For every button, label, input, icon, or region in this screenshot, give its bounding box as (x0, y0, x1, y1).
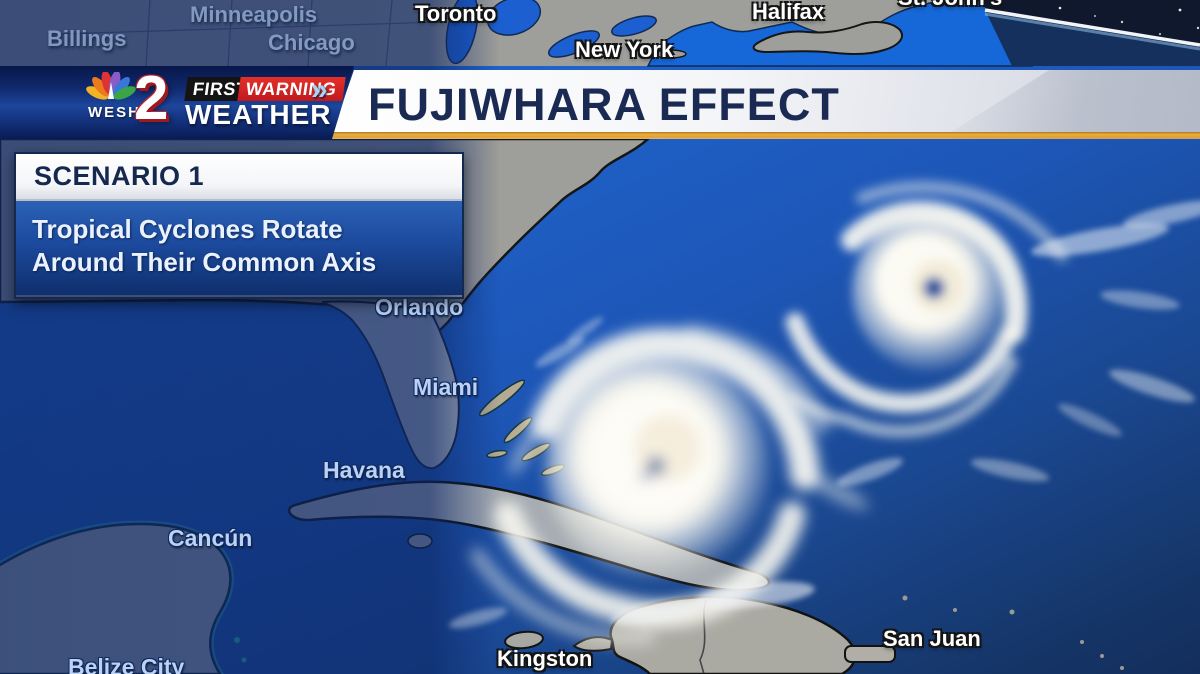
station-call-letters: WESH (88, 104, 141, 121)
station-logo-section: WESH 2 FIRST WARNING » WEATHER (0, 66, 354, 139)
hurricane-east (785, 181, 1068, 438)
city-label-billings: Billings (47, 26, 127, 51)
title-bar-shade (940, 70, 1200, 139)
nbc-peacock-icon (86, 72, 136, 102)
puerto-rico (844, 645, 896, 663)
header-bar: FUJIWHARA EFFECT WESH 2 FIRST WARNING » (0, 66, 1200, 139)
city-label-halifax: Halifax (752, 0, 825, 24)
city-label-belize-city: Belize City (68, 654, 185, 674)
city-label-toronto: Toronto (415, 1, 497, 26)
nova-scotia (752, 21, 903, 55)
atmosphere-glow (984, 12, 1200, 51)
city-label-cancun: Cancún (168, 525, 253, 551)
atmosphere-line (984, 8, 1200, 47)
scenario-panel: SCENARIO 1 Tropical Cyclones Rotate Arou… (14, 152, 464, 299)
title-bar: FUJIWHARA EFFECT (330, 70, 1200, 139)
stars (1058, 6, 1200, 36)
scenario-panel-header: SCENARIO 1 (16, 154, 462, 201)
weather-label: WEATHER (185, 99, 332, 130)
channel-number: 2 (134, 64, 169, 133)
scenario-body-line2: Around Their Common Axis (32, 247, 377, 277)
atlantic-north (646, 0, 1034, 67)
city-label-havana: Havana (323, 457, 405, 483)
city-label-orlando: Orlando (375, 294, 464, 320)
warning-badge: WARNING (237, 77, 345, 101)
city-label-st-johns: St. John's (898, 0, 1002, 9)
long-island (653, 49, 687, 59)
city-label-miami: Miami (413, 374, 479, 400)
city-label-minneapolis: Minneapolis (190, 2, 318, 27)
city-label-kingston: Kingston (497, 646, 593, 671)
chevron-icon: » (311, 73, 328, 106)
gold-accent-strip (330, 132, 1200, 139)
city-label-new-york: New York (575, 37, 674, 62)
city-label-san-juan: San Juan (883, 626, 981, 651)
city-label-chicago: Chicago (268, 30, 355, 55)
jamaica (504, 630, 544, 650)
cloud-streaks (448, 200, 1200, 629)
page-title: FUJIWHARA EFFECT (368, 79, 840, 130)
scenario-heading: SCENARIO 1 (34, 161, 205, 191)
space-corner (985, 0, 1200, 45)
hurricane-west (470, 324, 869, 646)
scenario-panel-body: Tropical Cyclones Rotate Around Their Co… (16, 201, 462, 295)
scenario-body-line1: Tropical Cyclones Rotate (32, 214, 343, 244)
small-cays (902, 595, 1124, 670)
